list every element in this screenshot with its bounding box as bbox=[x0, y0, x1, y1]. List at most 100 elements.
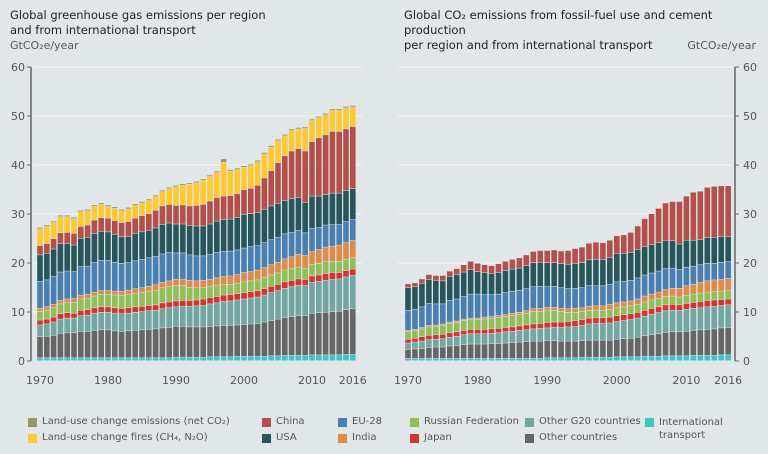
bar-in-1990 bbox=[173, 279, 179, 286]
bar-jp-1985 bbox=[509, 327, 516, 332]
bar-eu-1985 bbox=[139, 259, 145, 288]
bar-oc-1976 bbox=[78, 331, 84, 358]
bar-oc-1977 bbox=[453, 345, 460, 359]
bar-cn-1977 bbox=[453, 268, 460, 275]
legend-item-oc: Other countries bbox=[525, 432, 617, 443]
bar-ru-2011 bbox=[690, 294, 697, 303]
bar-g20-1972 bbox=[419, 341, 425, 349]
bar-eu-2006 bbox=[655, 271, 662, 292]
bar-fires-2004 bbox=[268, 147, 274, 171]
bar-oc-1987 bbox=[523, 341, 530, 359]
bar-oc-2012 bbox=[322, 312, 329, 355]
bar-eu-2007 bbox=[662, 268, 669, 290]
bar-fires-2006 bbox=[282, 136, 288, 156]
bar-in-1975 bbox=[440, 324, 446, 326]
bar-g20-1997 bbox=[220, 301, 227, 326]
bar-jp-1987 bbox=[523, 325, 530, 330]
bar-it-2009 bbox=[676, 356, 683, 361]
legend-item-fires: Land-use change fires (CH₄, N₂O) bbox=[28, 432, 208, 443]
bar-in-1972 bbox=[419, 327, 425, 329]
bar-oc-1975 bbox=[71, 333, 77, 358]
y-tick-label: 20 bbox=[11, 257, 25, 270]
bar-jp-1979 bbox=[467, 329, 474, 334]
bar-it-2013 bbox=[704, 355, 711, 361]
bar-g20-1989 bbox=[166, 308, 172, 328]
bar-it-1996 bbox=[586, 357, 592, 361]
bar-jp-2007 bbox=[662, 305, 669, 311]
bar-us-2010 bbox=[309, 196, 315, 229]
bar-in-1981 bbox=[481, 317, 488, 319]
bar-cn-1986 bbox=[516, 258, 523, 268]
bar-luc-1994 bbox=[200, 179, 206, 181]
bar-us-1983 bbox=[495, 272, 502, 294]
bar-cn-2014 bbox=[336, 131, 342, 193]
bar-it-1983 bbox=[125, 358, 132, 361]
bar-us-2013 bbox=[704, 238, 711, 263]
bar-oc-2008 bbox=[669, 332, 676, 356]
bar-it-1990 bbox=[173, 357, 179, 361]
bar-oc-1991 bbox=[551, 340, 557, 358]
bar-us-1980 bbox=[474, 271, 481, 294]
bar-in-1973 bbox=[426, 325, 432, 327]
bar-us-1980 bbox=[105, 232, 111, 261]
bar-eu-1992 bbox=[186, 255, 193, 281]
bar-ru-1975 bbox=[440, 325, 446, 335]
bar-us-1995 bbox=[207, 224, 213, 255]
bar-it-2016 bbox=[350, 354, 356, 361]
bar-oc-1982 bbox=[488, 343, 495, 359]
bar-oc-1970 bbox=[405, 349, 411, 359]
bar-oc-1979 bbox=[98, 330, 104, 358]
bar-in-2014 bbox=[336, 245, 342, 262]
bar-jp-2016 bbox=[725, 299, 731, 305]
bar-it-1970 bbox=[37, 358, 43, 361]
bar-in-2001 bbox=[620, 302, 627, 307]
bar-luc-2006 bbox=[282, 134, 288, 136]
bar-jp-1995 bbox=[207, 297, 213, 304]
bar-cn-1987 bbox=[152, 210, 159, 228]
bar-luc-1991 bbox=[180, 184, 186, 186]
bar-us-1975 bbox=[440, 281, 446, 304]
bar-eu-1980 bbox=[474, 294, 481, 318]
bar-g20-1996 bbox=[214, 303, 220, 326]
bar-cn-2000 bbox=[241, 189, 247, 214]
bar-luc-1992 bbox=[186, 183, 193, 185]
bar-fires-1972 bbox=[50, 222, 57, 239]
bar-jp-2010 bbox=[683, 303, 690, 310]
bar-cn-1982 bbox=[118, 222, 125, 237]
bar-ru-1976 bbox=[78, 299, 84, 311]
bar-us-2015 bbox=[718, 237, 724, 263]
bar-fires-1988 bbox=[159, 191, 166, 206]
bar-g20-1999 bbox=[607, 323, 613, 340]
bar-cn-1996 bbox=[586, 243, 592, 260]
bar-in-1977 bbox=[453, 321, 460, 323]
bar-fires-1973 bbox=[57, 216, 64, 233]
bar-jp-1998 bbox=[227, 294, 234, 301]
bar-g20-2009 bbox=[302, 285, 308, 316]
bar-it-2002 bbox=[627, 357, 634, 361]
bar-us-1991 bbox=[551, 263, 557, 287]
bar-ru-1970 bbox=[405, 332, 411, 339]
bar-ru-1973 bbox=[57, 304, 64, 314]
legend-label: Other G20 countries bbox=[539, 416, 641, 427]
bar-cn-1995 bbox=[207, 201, 213, 224]
bar-g20-1993 bbox=[193, 306, 200, 327]
bar-jp-1977 bbox=[84, 310, 91, 315]
bar-eu-2005 bbox=[275, 237, 281, 263]
bar-us-2002 bbox=[627, 252, 634, 281]
y-tick-label: 30 bbox=[743, 208, 757, 221]
bar-in-1989 bbox=[537, 308, 544, 312]
bar-oc-1984 bbox=[132, 330, 138, 358]
bar-in-1991 bbox=[551, 307, 557, 311]
bar-fires-2000 bbox=[241, 167, 247, 190]
bar-ru-2008 bbox=[669, 296, 676, 305]
bar-in-1970 bbox=[405, 330, 411, 332]
legend-swatch bbox=[525, 418, 534, 427]
legend-label: Russian Federation bbox=[424, 416, 519, 427]
bar-jp-1980 bbox=[105, 307, 111, 312]
bar-jp-2011 bbox=[316, 275, 322, 282]
bar-in-1992 bbox=[186, 280, 193, 287]
bar-us-1984 bbox=[132, 233, 138, 261]
bar-oc-1980 bbox=[474, 344, 481, 359]
bar-ru-1998 bbox=[600, 310, 606, 318]
bar-fires-2003 bbox=[261, 154, 268, 178]
